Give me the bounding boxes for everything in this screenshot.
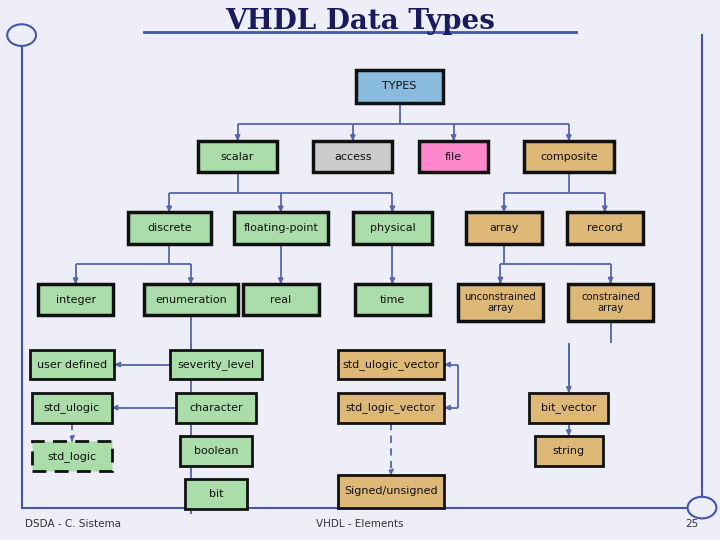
Text: composite: composite	[540, 152, 598, 161]
FancyBboxPatch shape	[32, 442, 112, 471]
Text: boolean: boolean	[194, 446, 238, 456]
Text: VHDL - Elements: VHDL - Elements	[316, 519, 404, 529]
Text: unconstrained
array: unconstrained array	[464, 292, 536, 313]
Text: VHDL Data Types: VHDL Data Types	[225, 8, 495, 35]
FancyBboxPatch shape	[170, 350, 262, 379]
Text: user defined: user defined	[37, 360, 107, 369]
Text: std_ulogic_vector: std_ulogic_vector	[342, 359, 440, 370]
FancyBboxPatch shape	[338, 350, 444, 379]
Text: access: access	[334, 152, 372, 161]
FancyBboxPatch shape	[186, 480, 246, 509]
FancyBboxPatch shape	[338, 393, 444, 422]
Text: integer: integer	[55, 295, 96, 305]
Text: file: file	[445, 152, 462, 161]
FancyBboxPatch shape	[176, 393, 256, 422]
FancyBboxPatch shape	[128, 212, 210, 244]
FancyBboxPatch shape	[458, 284, 543, 321]
Text: real: real	[270, 295, 292, 305]
Text: string: string	[553, 446, 585, 456]
Text: character: character	[189, 403, 243, 413]
Text: array: array	[490, 223, 518, 233]
FancyBboxPatch shape	[355, 284, 431, 315]
FancyBboxPatch shape	[467, 212, 541, 244]
FancyBboxPatch shape	[313, 141, 392, 172]
Text: bit_vector: bit_vector	[541, 402, 597, 413]
FancyBboxPatch shape	[243, 284, 319, 315]
Text: TYPES: TYPES	[382, 82, 417, 91]
FancyBboxPatch shape	[529, 393, 608, 422]
Circle shape	[688, 497, 716, 518]
FancyBboxPatch shape	[356, 70, 443, 103]
Text: std_logic: std_logic	[48, 451, 96, 462]
FancyBboxPatch shape	[198, 141, 277, 172]
Text: DSDA - C. Sistema: DSDA - C. Sistema	[25, 519, 121, 529]
Text: time: time	[379, 295, 405, 305]
FancyBboxPatch shape	[353, 212, 432, 244]
FancyBboxPatch shape	[234, 212, 328, 244]
FancyBboxPatch shape	[524, 141, 614, 172]
Text: 25: 25	[685, 519, 698, 529]
FancyBboxPatch shape	[32, 393, 112, 422]
Text: std_ulogic: std_ulogic	[44, 402, 100, 413]
Text: floating-point: floating-point	[243, 223, 318, 233]
Text: severity_level: severity_level	[177, 359, 255, 370]
Text: scalar: scalar	[221, 152, 254, 161]
Circle shape	[7, 24, 36, 46]
Text: record: record	[587, 223, 623, 233]
Text: constrained
array: constrained array	[581, 292, 640, 313]
FancyBboxPatch shape	[37, 284, 114, 315]
FancyBboxPatch shape	[419, 141, 488, 172]
FancyBboxPatch shape	[567, 212, 643, 244]
FancyBboxPatch shape	[180, 436, 252, 465]
Text: bit: bit	[209, 489, 223, 499]
Text: physical: physical	[369, 223, 415, 233]
Text: enumeration: enumeration	[155, 295, 227, 305]
Text: std_logic_vector: std_logic_vector	[346, 402, 436, 413]
FancyBboxPatch shape	[534, 436, 603, 465]
FancyBboxPatch shape	[30, 350, 114, 379]
FancyBboxPatch shape	[144, 284, 238, 315]
FancyBboxPatch shape	[338, 475, 444, 508]
Text: discrete: discrete	[147, 223, 192, 233]
FancyBboxPatch shape	[568, 284, 653, 321]
Text: Signed/unsigned: Signed/unsigned	[344, 487, 438, 496]
